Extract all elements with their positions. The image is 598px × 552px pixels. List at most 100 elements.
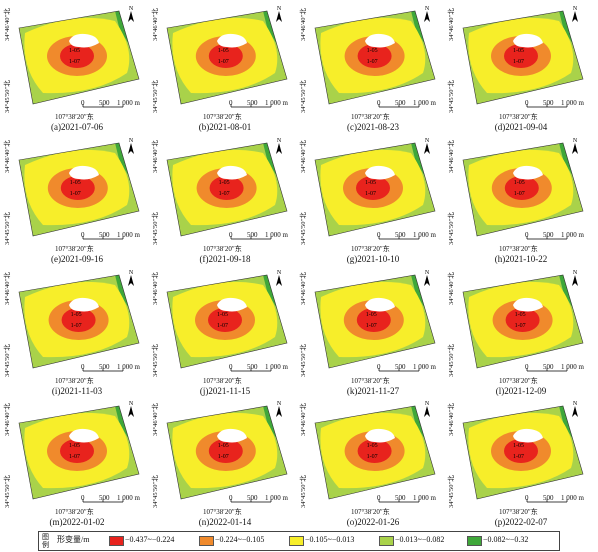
north-label: N (573, 138, 578, 144)
scale-bar (230, 104, 272, 108)
panel-caption: (b)2021-08-01 (198, 122, 252, 132)
deformation-map: N (18, 270, 140, 371)
scale-tick: 0 (525, 494, 529, 503)
deformation-map: N (314, 270, 436, 371)
latitude-label: 34°46′40″北 (4, 140, 11, 173)
north-label: N (129, 6, 134, 12)
point-label: 1-07 (514, 322, 526, 329)
scale-tick: 1 000 m (561, 230, 584, 239)
legend-label: −0.013~−0.082 (395, 535, 445, 544)
north-arrow-icon (424, 11, 430, 22)
legend-swatch (109, 536, 124, 546)
point-label: 1-05 (217, 48, 229, 54)
legend-label: −0.105~−0.013 (305, 535, 355, 544)
latitude-label: 34°46′40″北 (448, 140, 455, 173)
scale-tick: 1 000 m (117, 362, 140, 371)
point-label: 1-07 (218, 190, 230, 197)
scale-tick: 1 000 m (265, 494, 288, 503)
longitude-label: 107°38′20″东 (203, 508, 242, 517)
point-label: 1-05 (69, 443, 80, 450)
latitude-label: 34°45′50″北 (4, 212, 11, 245)
latitude-label: 34°45′50″北 (4, 343, 11, 377)
panel-caption: (n)2022-01-14 (198, 517, 252, 528)
panel-caption: (j)2021-11-15 (199, 385, 251, 396)
scale-tick: 1 000 m (413, 362, 436, 371)
north-label: N (425, 401, 430, 407)
scale-tick: 500 (99, 362, 110, 371)
point-label: 1-07 (69, 454, 80, 461)
panel-caption: (d)2021-09-04 (494, 122, 548, 132)
longitude-label: 107°38′20″东 (351, 508, 390, 517)
north-arrow-icon (128, 11, 134, 22)
scale-tick: 0 (81, 99, 85, 107)
panel-caption: (h)2021-10-22 (494, 253, 548, 264)
longitude-label: 107°38′20″东 (499, 113, 538, 121)
scale-tick: 500 (395, 494, 406, 503)
latitude-label: 34°46′40″北 (448, 8, 455, 41)
panel-caption: (i)2021-11-03 (51, 385, 103, 396)
panel-caption: (g)2021-10-10 (346, 253, 400, 264)
point-label: 1-07 (366, 454, 378, 461)
scale-tick: 500 (543, 99, 554, 107)
scale-tick: 0 (81, 362, 85, 371)
scale-tick: 0 (377, 230, 381, 239)
north-arrow-icon (572, 406, 578, 418)
point-label: 1-05 (513, 48, 524, 54)
point-label: 1-05 (513, 443, 524, 450)
scale-tick: 500 (247, 494, 258, 503)
legend-swatch (289, 536, 304, 546)
deformation-map: N (462, 401, 584, 503)
north-arrow-icon (572, 11, 578, 22)
latitude-label: 34°46′40″北 (152, 140, 159, 173)
north-label: N (573, 270, 578, 276)
map-panel: N 0 500 1 000 m 34°46′40″北 34°45′50″北 107°38′2… (299, 398, 447, 530)
point-label: 1-05 (217, 443, 229, 450)
map-panel: N 0 500 1 000 m 34°46′40″北 34°45′50″北 107°38′2… (447, 3, 595, 135)
north-arrow-icon (276, 11, 282, 22)
panel-caption: (o)2022-01-26 (346, 517, 400, 528)
scale-tick: 0 (377, 362, 381, 371)
latitude-label: 34°45′50″北 (300, 80, 307, 113)
map-panel: N 0 500 1 000 m 34°46′40″北 34°45′50″北 107°38′2… (151, 398, 299, 530)
scale-tick: 500 (543, 230, 554, 239)
scale-tick: 500 (247, 99, 258, 107)
map-panel: N 0 500 1 000 m 34°46′40″北 34°45′50″北 107°38′2… (3, 3, 151, 135)
point-label: 1-05 (366, 443, 378, 450)
point-label: 1-07 (365, 322, 377, 329)
latitude-label: 34°45′50″北 (4, 475, 11, 509)
latitude-label: 34°46′40″北 (152, 271, 159, 305)
scale-tick: 0 (229, 362, 233, 371)
scale-bar (82, 235, 124, 240)
scale-bar (82, 367, 124, 371)
latitude-label: 34°46′40″北 (300, 403, 307, 437)
scale-tick: 1 000 m (561, 494, 584, 503)
north-arrow-icon (128, 274, 134, 286)
map-panel: N 0 500 1 000 m 34°46′40″北 34°45′50″北 107°38′2… (447, 267, 595, 399)
scale-tick: 500 (395, 99, 406, 107)
longitude-label: 107°38′20″东 (55, 244, 94, 253)
scale-bar (526, 367, 568, 371)
point-label: 1-07 (217, 322, 228, 329)
panel-caption: (k)2021-11-27 (346, 385, 400, 396)
north-label: N (425, 270, 430, 276)
panel-caption: (e)2021-09-16 (51, 253, 103, 264)
scale-tick: 1 000 m (561, 99, 584, 107)
scale-tick: 1 000 m (413, 494, 436, 503)
longitude-label: 107°38′20″东 (351, 244, 390, 253)
scale-tick: 500 (395, 362, 406, 371)
scale-bar (378, 235, 420, 240)
map-panel: N 0 500 1 000 m 34°46′40″北 34°45′50″北 107°38′2… (3, 267, 151, 399)
scale-tick: 0 (81, 494, 85, 503)
north-arrow-icon (276, 142, 282, 154)
latitude-label: 34°45′50″北 (152, 475, 159, 509)
scale-tick: 1 000 m (265, 230, 288, 239)
deformation-map: N (314, 138, 436, 240)
north-arrow-icon (424, 274, 430, 286)
latitude-label: 34°45′50″北 (448, 475, 455, 509)
north-arrow-icon (128, 142, 134, 154)
latitude-label: 34°45′50″北 (4, 80, 11, 113)
latitude-label: 34°45′50″北 (448, 212, 455, 245)
scale-bar (526, 104, 568, 108)
scale-bar (378, 367, 420, 371)
map-panel: N 0 500 1 000 m 34°46′40″北 34°45′50″北 107°38′2… (151, 135, 299, 267)
